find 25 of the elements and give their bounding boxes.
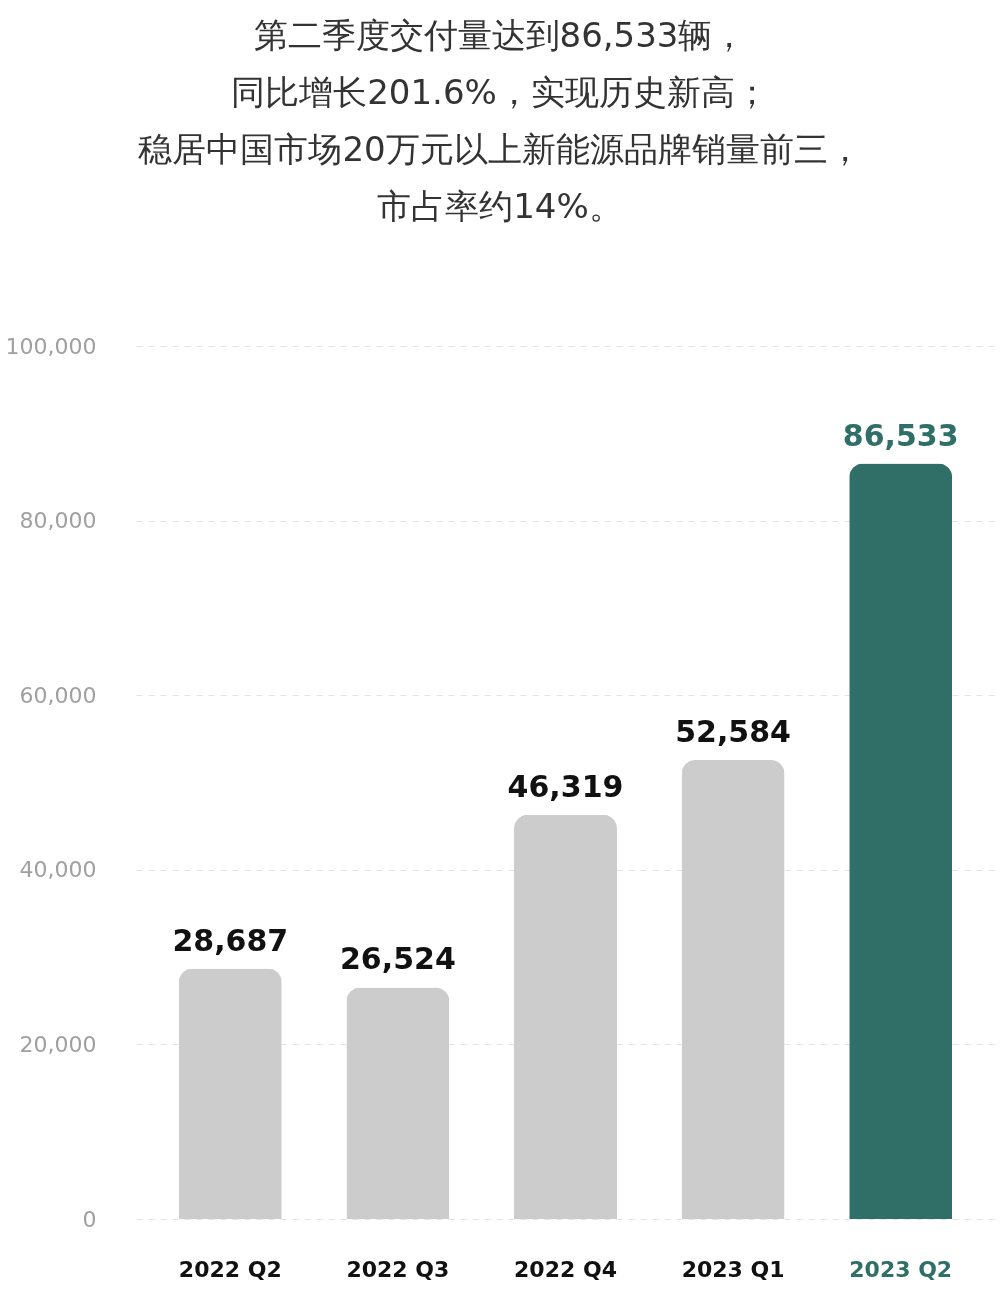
x-tick-label: 2022 Q2 bbox=[178, 1256, 282, 1282]
y-tick-label: 80,000 bbox=[19, 508, 97, 534]
data-label: 26,524 bbox=[340, 941, 456, 977]
y-tick-label: 100,000 bbox=[5, 333, 97, 359]
bar bbox=[681, 759, 785, 1219]
x-tick-label: 2022 Q4 bbox=[514, 1256, 617, 1282]
y-tick-label: 0 bbox=[82, 1206, 97, 1232]
text: 同比增长201.6%，实现历史新高； bbox=[231, 72, 769, 112]
text: 第二季度交付量达到86,533辆， bbox=[253, 15, 747, 55]
x-tick-label: 2023 Q2 bbox=[849, 1256, 953, 1282]
data-label: 28,687 bbox=[172, 922, 289, 958]
bar bbox=[514, 814, 617, 1219]
data-label: 46,319 bbox=[507, 768, 624, 804]
text: 市占率约14%。 bbox=[377, 186, 623, 226]
text: 稳居中国市场20万元以上新能源品牌销量前三， bbox=[138, 129, 862, 169]
data-label: 86,533 bbox=[842, 417, 959, 453]
data-label: 52,584 bbox=[675, 713, 791, 749]
y-tick-label: 40,000 bbox=[19, 857, 97, 883]
y-tick-label: 20,000 bbox=[19, 1031, 97, 1057]
bar bbox=[849, 463, 953, 1219]
bar bbox=[346, 987, 450, 1219]
bar bbox=[178, 968, 282, 1219]
y-tick-label: 60,000 bbox=[19, 682, 97, 708]
x-tick-label: 2022 Q3 bbox=[346, 1256, 450, 1282]
x-tick-label: 2023 Q1 bbox=[681, 1256, 785, 1282]
